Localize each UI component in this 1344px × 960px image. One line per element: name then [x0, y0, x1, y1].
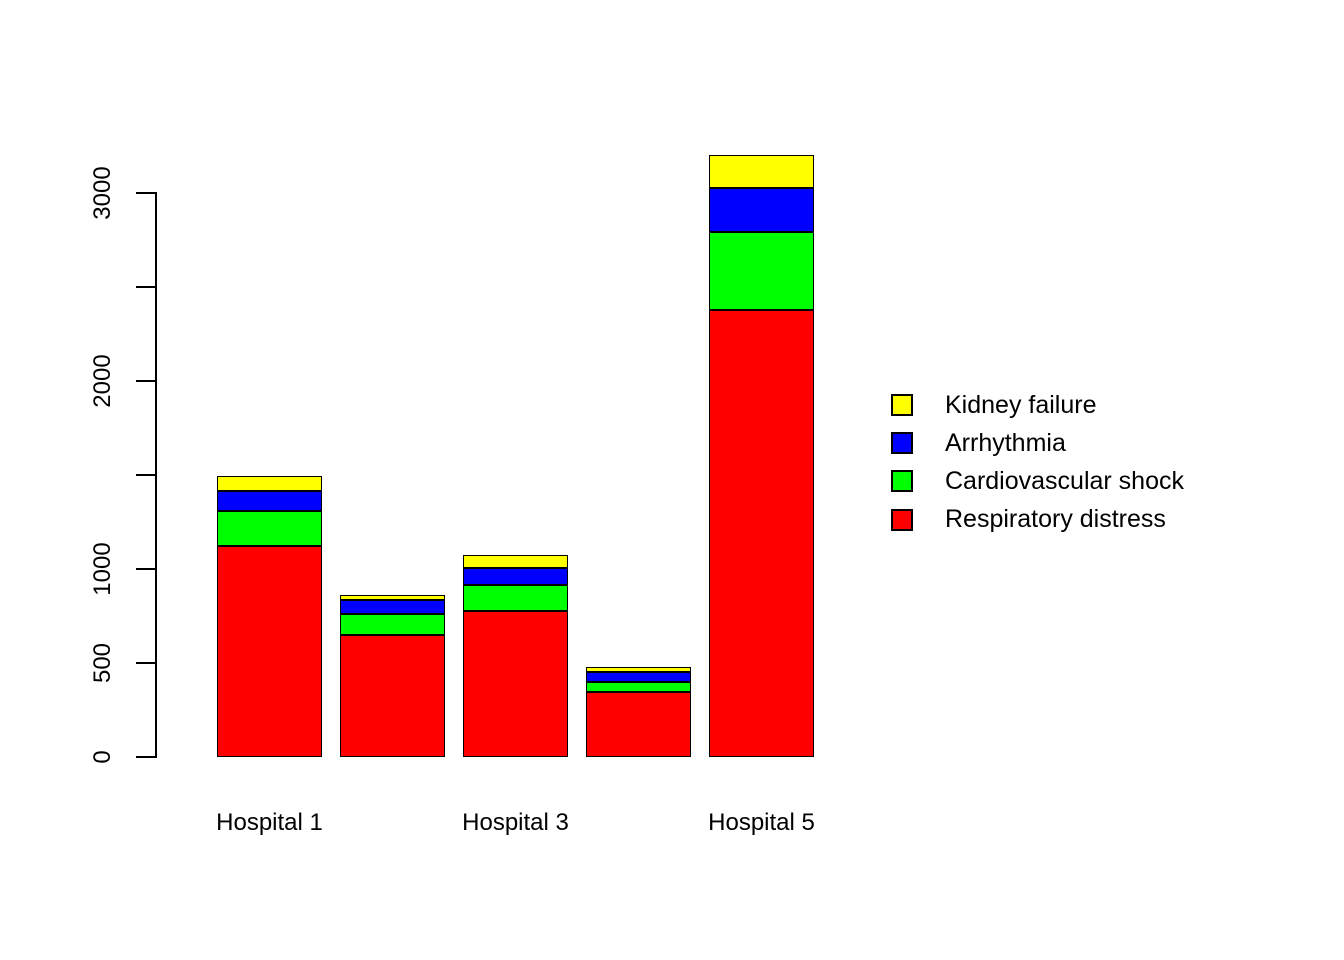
x-axis-label-hospital-1: Hospital 1 [216, 809, 323, 836]
legend-swatch-arrhythmia [891, 432, 913, 455]
legend-item-respiratory-distress: Respiratory distress [891, 505, 1166, 534]
legend-swatch-cardiovascular-shock [891, 470, 913, 493]
legend-label: Cardiovascular shock [945, 466, 1184, 495]
y-axis-tick-label: 1000 [89, 542, 116, 596]
bar-hospital-2-segment-arrhythmia [340, 600, 445, 615]
y-axis-line [155, 192, 157, 758]
bar-hospital-3-segment-kidney-failure [463, 554, 568, 569]
y-axis-tick-label: 500 [89, 642, 116, 684]
legend-label: Respiratory distress [945, 505, 1166, 534]
bar-hospital-1-segment-kidney-failure [217, 475, 322, 491]
legend-item-cardiovascular-shock: Cardiovascular shock [891, 466, 1184, 495]
legend-item-kidney-failure: Kidney failure [891, 390, 1097, 419]
y-axis-tick [136, 756, 156, 758]
y-axis-tick [136, 192, 156, 194]
y-axis-tick [136, 380, 156, 382]
bar-hospital-1-segment-respiratory-distress [217, 546, 322, 757]
bar-hospital-4-segment-cardiovascular-shock [586, 681, 691, 693]
bar-hospital-5-segment-arrhythmia [709, 188, 814, 233]
bar-hospital-3-segment-cardiovascular-shock [463, 584, 568, 612]
legend-label: Kidney failure [945, 390, 1097, 419]
legend-swatch-kidney-failure [891, 394, 913, 416]
bar-hospital-3-segment-respiratory-distress [463, 611, 568, 757]
y-axis-tick [136, 568, 156, 570]
bar-hospital-4-segment-respiratory-distress [586, 692, 691, 757]
y-axis-tick [136, 474, 156, 476]
bar-hospital-1-segment-cardiovascular-shock [217, 510, 322, 547]
y-axis-tick-label: 2000 [89, 354, 116, 408]
legend-item-arrhythmia: Arrhythmia [891, 428, 1066, 457]
x-axis-label-hospital-5: Hospital 5 [708, 809, 815, 836]
bar-hospital-5-segment-kidney-failure [709, 155, 814, 189]
y-axis-tick [136, 662, 156, 664]
bar-hospital-1-segment-arrhythmia [217, 490, 322, 511]
legend-swatch-respiratory-distress [891, 508, 913, 531]
bar-hospital-4-segment-kidney-failure [586, 666, 691, 673]
bar-hospital-2-segment-cardiovascular-shock [340, 614, 445, 635]
bar-hospital-4-segment-arrhythmia [586, 672, 691, 682]
bar-hospital-5-segment-respiratory-distress [709, 309, 814, 757]
x-axis-label-hospital-3: Hospital 3 [462, 809, 569, 836]
bar-hospital-3-segment-arrhythmia [463, 568, 568, 585]
legend-label: Arrhythmia [945, 428, 1066, 457]
y-axis-tick-label: 3000 [89, 166, 116, 220]
bar-hospital-2-segment-respiratory-distress [340, 634, 445, 757]
y-axis-tick-label: 0 [89, 750, 116, 764]
bar-hospital-5-segment-cardiovascular-shock [709, 232, 814, 310]
bar-hospital-2-segment-kidney-failure [340, 595, 445, 600]
y-axis-tick [136, 286, 156, 288]
